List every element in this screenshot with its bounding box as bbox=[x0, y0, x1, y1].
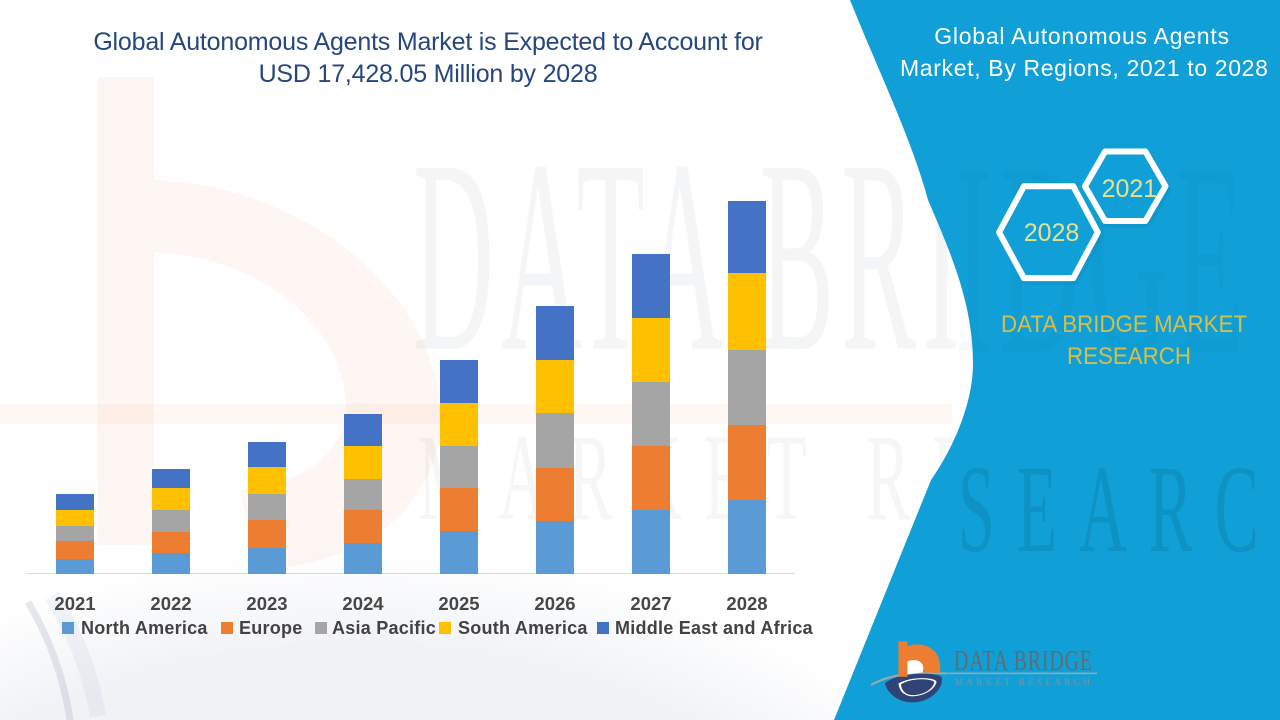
svg-text:MARKET RESEARCH: MARKET RESEARCH bbox=[955, 677, 1093, 687]
svg-text:SEARCH: SEARCH bbox=[958, 440, 1280, 579]
svg-text:2028: 2028 bbox=[1024, 219, 1080, 247]
svg-text:DATA BRIDGE: DATA BRIDGE bbox=[954, 646, 1093, 677]
svg-text:2021: 2021 bbox=[1102, 175, 1158, 203]
